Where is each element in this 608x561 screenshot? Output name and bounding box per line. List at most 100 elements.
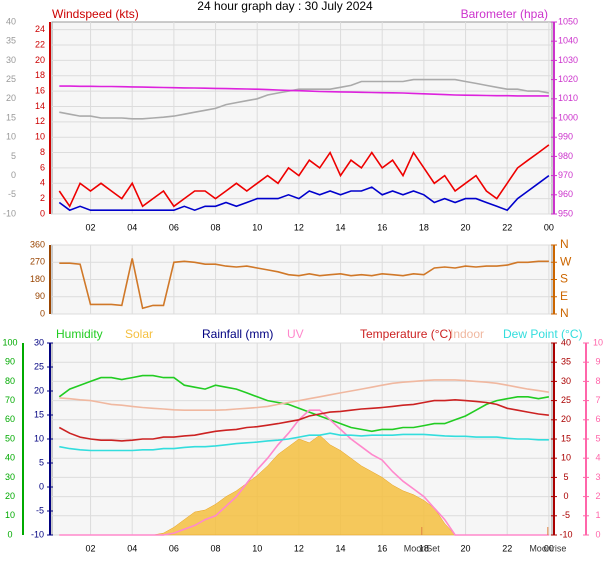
y-tick-label: 20 [5,491,15,501]
y4-tick-label: 3 [595,472,600,482]
y2-tick-label: 0 [563,491,568,501]
y3-tick-label: -5 [36,505,44,515]
y-tick-label: 10 [35,132,45,142]
legend-entry: Indoor [450,327,484,341]
x-tick-label: 00 [544,543,554,553]
y3-tick-label: 30 [34,337,44,347]
annotation: Moonrise [529,543,566,553]
y3-tick-label: 0 [11,170,16,180]
y2-tick-label: 25 [561,395,571,405]
x-tick-label: 20 [461,543,471,553]
x-tick-label: 22 [502,222,512,232]
y2-tick-label: 1050 [558,16,578,26]
y3-tick-label: 5 [39,457,44,467]
y-tick-label: 90 [35,291,45,301]
line [59,258,549,310]
y3-tick-label: -10 [31,529,44,539]
y3-tick-label: 25 [6,74,16,84]
x-tick-label: 12 [294,543,304,553]
y2-tick-label: 30 [561,376,571,386]
legend-entry: UV [287,327,304,341]
y2-tick-label: 980 [558,151,573,161]
y4-tick-label: 5 [595,433,600,443]
y2-tick-label: 1010 [558,93,578,103]
chart-title: 24 hour graph day : 30 July 2024 [197,0,373,13]
line [59,409,549,536]
line [58,398,549,442]
y2-tick-label: 950 [558,208,573,218]
y3-tick-label: 10 [34,433,44,443]
y2-tick-label: 1030 [558,55,578,65]
line [59,85,549,97]
y3-tick-label: 20 [6,93,16,103]
y2-tick-label: S [560,272,568,286]
legend-entry: Dew Point (°C) [503,327,582,341]
y-tick-label: 16 [35,85,45,95]
y-tick-label: 60 [5,414,15,424]
y-tick-label: 0 [7,529,12,539]
x-tick-label: 12 [294,222,304,232]
y2-tick-label: -5 [562,510,570,520]
y2-tick-label: W [560,254,572,268]
y2-tick-label: 5 [563,472,568,482]
y-tick-label: 22 [35,39,45,49]
y2-tick-label: 10 [561,453,571,463]
y-tick-label: 4 [40,178,45,188]
x-tick-label: 08 [211,543,221,553]
y-tick-label: 70 [5,395,15,405]
y-tick-label: 0 [40,208,45,218]
x-tick-label: 04 [127,543,137,553]
y-tick-label: 360 [30,239,45,249]
y-tick-label: 14 [35,101,45,111]
y2-tick-label: 1040 [558,36,578,46]
y-tick-label: 24 [35,24,45,34]
y4-tick-label: 8 [595,376,600,386]
legend-entry: Solar [125,327,153,341]
y4-tick-label: 0 [595,529,600,539]
line [58,144,550,208]
y2-tick-label: N [560,306,569,320]
y2-tick-label: 20 [561,414,571,424]
y2-tick-label: 960 [558,189,573,199]
y2-tick-label: 1000 [558,112,578,122]
x-tick-label: 02 [86,222,96,232]
y2-tick-label: N [560,237,569,251]
y-tick-label: 80 [5,376,15,386]
y4-tick-label: 1 [595,510,600,520]
y3-tick-label: 15 [6,112,16,122]
line [59,78,550,120]
y4-tick-label: 4 [595,453,600,463]
y3-tick-label: 0 [39,481,44,491]
x-tick-label: 08 [211,222,221,232]
x-tick-label: 16 [377,543,387,553]
y2-tick-label: 990 [558,132,573,142]
annotation: MoonSet [404,543,441,553]
y4-tick-label: 7 [595,395,600,405]
x-tick-label: 10 [252,543,262,553]
y3-axis-label: Rainfall (mm) [202,327,273,341]
x-tick-label: 02 [86,543,96,553]
y-tick-label: 270 [30,257,45,267]
line [59,432,549,452]
y4-tick-label: 2 [595,491,600,501]
x-tick-label: 06 [169,543,179,553]
y4-tick-label: 6 [595,414,600,424]
y-tick-label: 12 [35,116,45,126]
y3-tick-label: 5 [11,151,16,161]
x-tick-label: 22 [502,543,512,553]
x-tick-label: 16 [377,222,387,232]
y3-tick-label: 25 [34,361,44,371]
y-tick-label: 100 [2,337,17,347]
y2-tick-label: 35 [561,357,571,367]
y-tick-label: 2 [40,193,45,203]
y3-tick-label: 15 [34,409,44,419]
y-tick-label: 0 [40,308,45,318]
y3-tick-label: -5 [8,189,16,199]
y2-tick-label: 40 [561,337,571,347]
x-tick-label: 06 [169,222,179,232]
x-tick-label: 18 [419,543,429,553]
line [58,174,550,212]
y-tick-label: 10 [5,510,15,520]
y2-tick-label: 1020 [558,74,578,84]
